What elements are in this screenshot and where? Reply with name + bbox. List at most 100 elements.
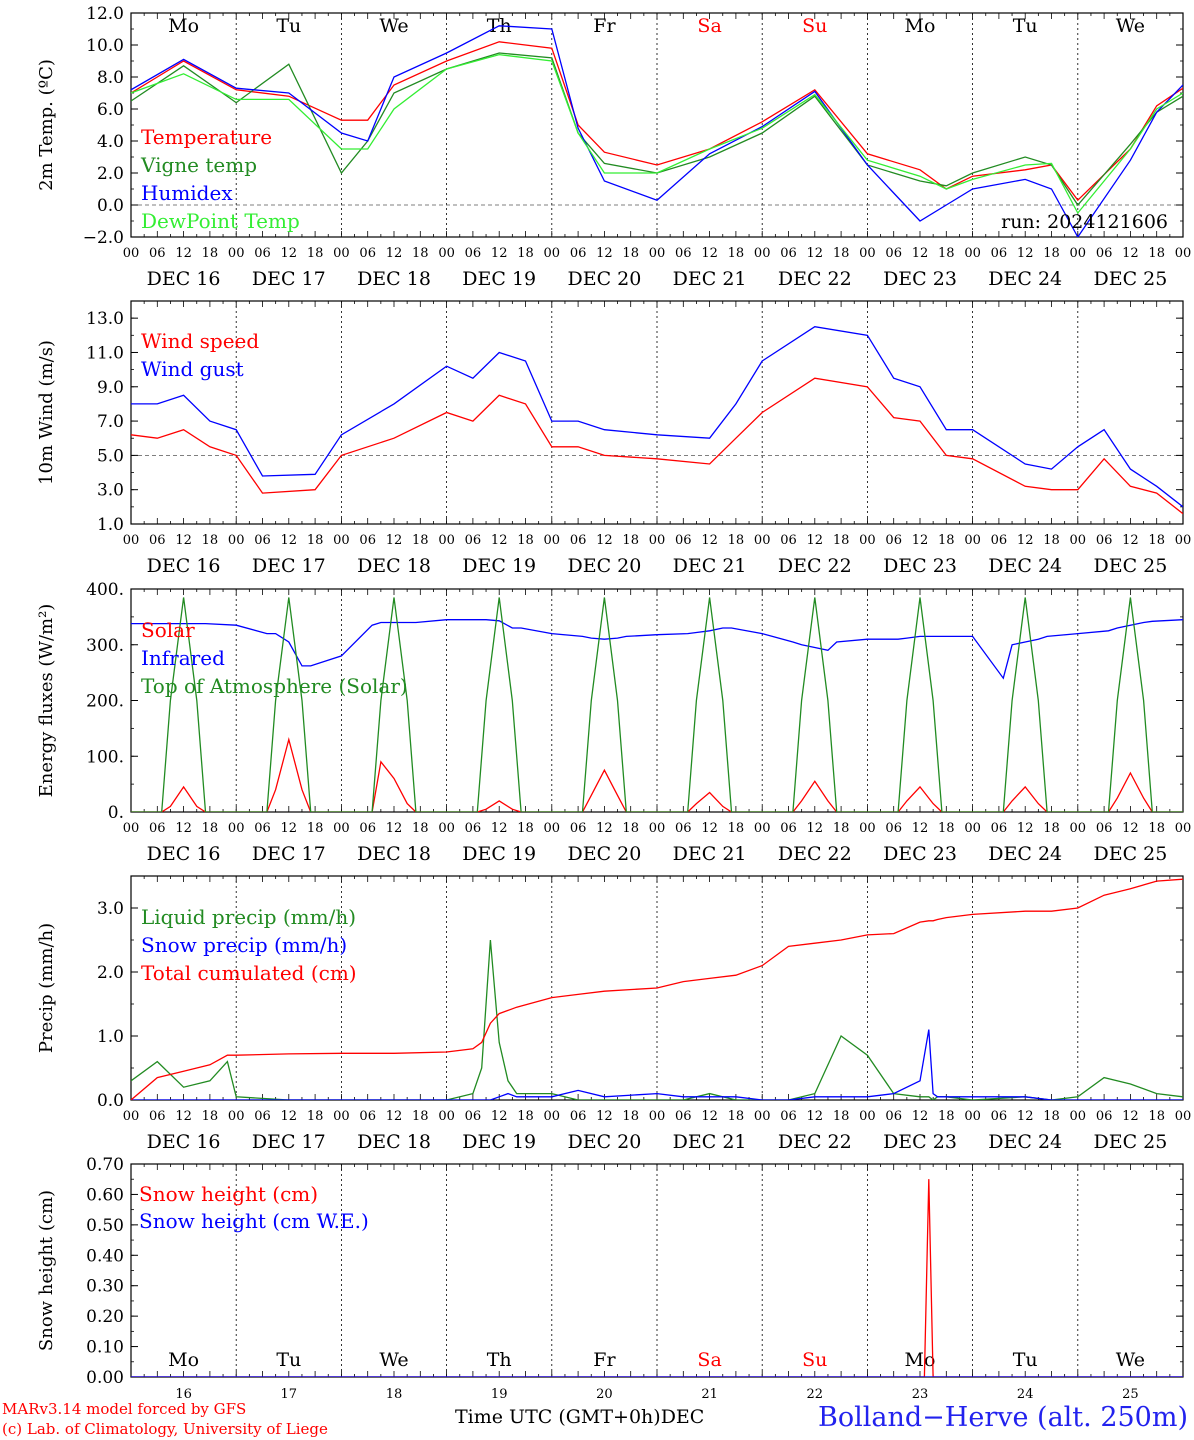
hour-tick-label: 18: [412, 821, 429, 836]
date-label: DEC 16: [147, 555, 221, 577]
day-of-week-label: Sa: [697, 15, 721, 37]
date-label: DEC 19: [462, 555, 536, 577]
legend-entry: Solar: [141, 618, 195, 642]
date-label: DEC 21: [673, 555, 747, 577]
hour-tick-label: 06: [149, 533, 166, 548]
hour-tick-label: 12: [491, 821, 508, 836]
hour-tick-label: 06: [465, 533, 482, 548]
hour-tick-label: 06: [149, 1109, 166, 1124]
hour-tick-label: 12: [175, 1109, 192, 1124]
day-of-week-label: We: [1116, 1349, 1145, 1371]
day-of-week-label: Tu: [276, 15, 301, 37]
date-label: DEC 20: [567, 555, 641, 577]
y-tick-label: 0.30: [86, 1277, 124, 1297]
hour-tick-label: 00: [333, 246, 350, 261]
lab-credit: (c) Lab. of Climatology, University of L…: [2, 1420, 328, 1438]
series-line-wind-gust: [131, 326, 1183, 508]
panel-temp: −2.0 0.0 2.0 4.0 6.0 8.0 10.0 12.0 2m Temp. (ºC)…: [36, 4, 1191, 290]
hour-tick-label: 12: [386, 821, 403, 836]
legend-entry: Snow height (cm W.E.): [139, 1209, 369, 1233]
legend-entry: Temperature: [141, 125, 272, 149]
hour-tick-label: 12: [701, 533, 718, 548]
hour-tick-label: 00: [438, 821, 455, 836]
y-tick-label: 300.: [86, 636, 124, 656]
hour-tick-label: 12: [281, 533, 298, 548]
hour-tick-label: 12: [701, 1109, 718, 1124]
hour-tick-label: 18: [202, 533, 219, 548]
hour-tick-label: 00: [438, 1109, 455, 1124]
y-axis-label: 10m Wind (m/s): [36, 340, 57, 485]
day-of-week-label: Th: [487, 1349, 512, 1371]
hour-tick-label: 12: [175, 533, 192, 548]
hour-tick-label: 00: [123, 533, 140, 548]
hour-tick-label: 12: [596, 533, 613, 548]
hour-tick-label: 00: [649, 1109, 666, 1124]
hour-tick-label: 06: [1096, 246, 1113, 261]
hour-tick-label: 00: [228, 821, 245, 836]
date-label: DEC 20: [567, 1131, 641, 1153]
y-tick-label: 1.0: [97, 1027, 124, 1047]
hour-tick-label: 12: [1122, 246, 1139, 261]
panel-wind: 1.0 3.0 5.0 7.0 9.0 11.0 13.0 10m Wind (m/s) 00 0…: [36, 300, 1191, 577]
hour-tick-label: 00: [228, 246, 245, 261]
hour-tick-label: 18: [622, 821, 639, 836]
y-tick-label: 5.0: [97, 446, 124, 466]
hour-tick-label: 00: [1070, 821, 1087, 836]
hour-tick-label: 12: [175, 246, 192, 261]
date-label: DEC 24: [988, 1131, 1062, 1153]
y-tick-label: 0.40: [86, 1246, 124, 1266]
hour-tick-label: 18: [622, 1109, 639, 1124]
hour-tick-label: 12: [596, 246, 613, 261]
hour-tick-label: 18: [728, 533, 745, 548]
hour-tick-label: 06: [991, 821, 1008, 836]
legend-entry: Total cumulated (cm): [141, 961, 357, 985]
hour-tick-label: 18: [622, 533, 639, 548]
date-label: DEC 24: [988, 843, 1062, 865]
hour-tick-label: 18: [517, 821, 534, 836]
hour-tick-label: 12: [912, 533, 929, 548]
hour-tick-label: 00: [228, 533, 245, 548]
day-of-week-label: Tu: [1013, 1349, 1038, 1371]
legend-entry: Snow height (cm): [139, 1182, 318, 1206]
day-of-week-label: Mo: [168, 1349, 199, 1371]
hour-tick-label: 06: [780, 246, 797, 261]
hour-tick-label: 06: [254, 821, 271, 836]
hour-tick-label: 12: [281, 821, 298, 836]
hour-tick-label: 00: [859, 533, 876, 548]
day-number-label: 24: [1017, 1387, 1034, 1402]
day-number-label: 22: [807, 1387, 824, 1402]
y-tick-label: 0.0: [97, 1091, 124, 1111]
date-label: DEC 19: [462, 843, 536, 865]
date-label: DEC 24: [988, 268, 1062, 290]
hour-tick-label: 06: [1096, 821, 1113, 836]
hour-tick-label: 06: [359, 246, 376, 261]
hour-tick-label: 00: [754, 1109, 771, 1124]
hour-tick-label: 18: [622, 246, 639, 261]
hour-tick-label: 12: [1017, 533, 1034, 548]
day-of-week-label: Mo: [905, 1349, 936, 1371]
time-label: Time UTC (GMT+0h): [455, 1406, 661, 1428]
date-label: DEC 17: [252, 843, 326, 865]
date-label: DEC 17: [252, 1131, 326, 1153]
y-tick-label: 0.0: [97, 196, 124, 216]
hour-tick-label: 06: [359, 533, 376, 548]
series-line-total-cumulated-cm-: [131, 878, 1183, 1100]
hour-tick-label: 18: [202, 821, 219, 836]
hour-tick-label: 06: [991, 246, 1008, 261]
panel-precip: 0.0 1.0 2.0 3.0 Precip (mm/h) 00 06 12 18 00 06 12 1…: [36, 875, 1191, 1153]
day-of-week-label: Tu: [1013, 15, 1038, 37]
hour-tick-label: 00: [544, 533, 561, 548]
hour-tick-label: 00: [754, 533, 771, 548]
date-label: DEC 16: [147, 1131, 221, 1153]
hour-tick-label: 00: [123, 246, 140, 261]
date-label: DEC 22: [778, 843, 852, 865]
hour-tick-label: 06: [675, 533, 692, 548]
hour-tick-label: 06: [254, 246, 271, 261]
day-of-week-label: Fr: [593, 1349, 616, 1371]
y-tick-label: 12.0: [86, 4, 124, 24]
hour-tick-label: 00: [333, 821, 350, 836]
run-annotation: run: 2024121606: [1001, 211, 1168, 233]
hour-tick-label: 00: [754, 246, 771, 261]
hour-tick-label: 18: [202, 1109, 219, 1124]
hour-tick-label: 00: [964, 821, 981, 836]
